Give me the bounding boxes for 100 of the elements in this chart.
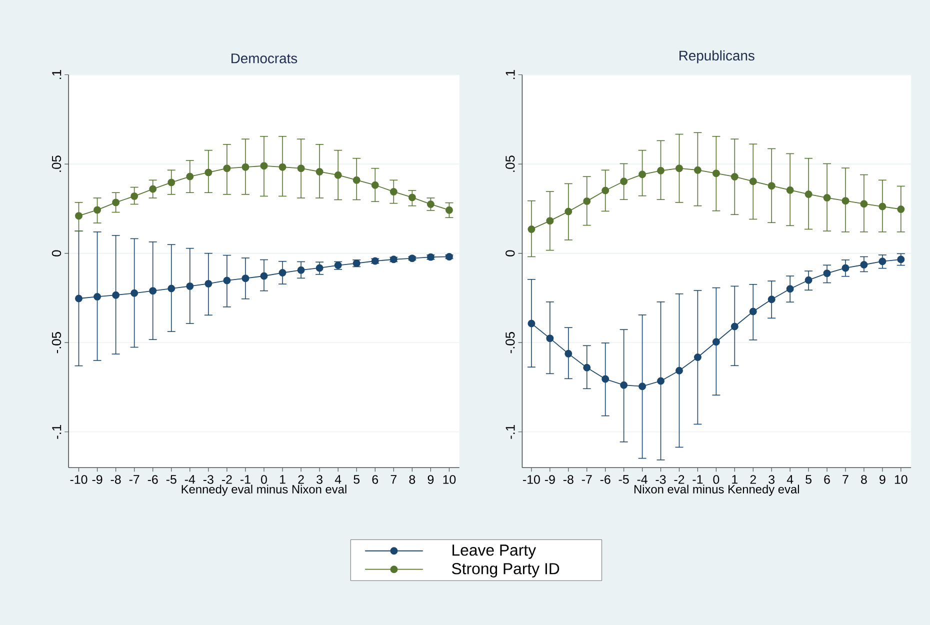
point [528, 320, 536, 328]
x-tick-label: -4 [184, 475, 196, 484]
point [168, 178, 176, 186]
x-tick-label: 6 [824, 475, 830, 484]
x-tick-label: 1 [280, 475, 286, 484]
point [408, 254, 416, 262]
x-tick-label: -5 [166, 475, 176, 484]
point [242, 274, 250, 282]
point [390, 188, 398, 196]
point [897, 256, 905, 264]
x-tick-label: -8 [110, 475, 121, 484]
x-axis-title: Nixon eval minus Kennedy eval [634, 484, 799, 496]
point [564, 350, 572, 358]
y-tick-label: -.1 [506, 424, 515, 439]
point [75, 212, 82, 220]
point [426, 200, 434, 208]
point [676, 164, 683, 172]
point [445, 206, 453, 214]
x-tick-label: -6 [600, 475, 610, 484]
point [278, 268, 286, 276]
y-tick-label: 0 [506, 250, 515, 256]
point [371, 181, 379, 189]
point [638, 382, 646, 390]
x-tick-label: 2 [750, 475, 756, 484]
point [804, 190, 812, 198]
point [749, 308, 757, 316]
x-tick-label: -10 [70, 475, 88, 484]
legend-label: Strong Party ID [452, 562, 560, 578]
x-tick-label: 3 [768, 475, 775, 484]
y-tick-label: -.05 [506, 332, 515, 354]
point [168, 284, 176, 292]
point [204, 280, 212, 288]
point [149, 287, 157, 294]
x-tick-label: -5 [618, 475, 629, 484]
y-tick-label: .1 [52, 70, 62, 79]
point [546, 217, 554, 224]
point [712, 338, 720, 346]
x-tick-label: -3 [203, 475, 214, 484]
x-tick-label: 5 [354, 475, 360, 484]
point [878, 258, 886, 266]
x-tick-label: 7 [390, 475, 396, 484]
point [583, 364, 591, 372]
x-tick-label: 10 [443, 475, 456, 484]
point [786, 285, 794, 293]
point [297, 164, 305, 172]
x-tick-label: -9 [92, 475, 102, 484]
point [316, 168, 324, 176]
point [842, 197, 850, 204]
point [620, 381, 628, 389]
point [583, 197, 591, 205]
point [242, 163, 250, 171]
x-tick-label: -4 [637, 475, 648, 484]
x-tick-label: -6 [148, 475, 158, 484]
point [602, 375, 610, 383]
point [94, 292, 102, 300]
x-tick-label: 9 [880, 475, 886, 484]
x-tick-label: 2 [298, 475, 304, 484]
x-axis-title: Kennedy eval minus Nixon eval [182, 484, 346, 496]
x-tick-label: 4 [786, 475, 794, 484]
point [786, 186, 794, 194]
x-tick-label: -2 [222, 475, 232, 484]
point [694, 166, 702, 174]
x-tick-label: -1 [692, 475, 703, 484]
point [186, 282, 194, 290]
point [75, 294, 82, 302]
point [823, 194, 831, 202]
x-tick-label: 5 [806, 475, 812, 484]
point [546, 334, 554, 342]
point [823, 270, 831, 277]
point [408, 194, 416, 202]
x-tick-label: 9 [428, 475, 434, 484]
point [768, 182, 776, 190]
x-tick-label: 0 [261, 475, 267, 484]
point [749, 178, 757, 186]
point [768, 296, 776, 304]
point [657, 166, 665, 174]
y-tick-label: 0 [52, 250, 62, 256]
x-tick-label: 1 [732, 475, 738, 484]
point [334, 171, 342, 179]
point [878, 202, 886, 210]
point [897, 205, 905, 213]
point [186, 172, 194, 180]
point [638, 170, 646, 178]
chart-title: Republicans [680, 50, 754, 64]
point [804, 276, 812, 284]
point [260, 162, 268, 170]
point [149, 185, 157, 193]
point [860, 200, 868, 208]
point [842, 264, 850, 272]
point [657, 377, 665, 385]
point [223, 276, 231, 284]
point [316, 264, 324, 272]
x-tick-label: 10 [894, 475, 908, 484]
point [564, 208, 572, 216]
x-tick-label: -8 [563, 475, 574, 484]
x-tick-label: -7 [129, 475, 140, 484]
x-tick-label: 8 [409, 475, 416, 484]
x-tick-label: -3 [656, 475, 666, 484]
point [620, 178, 628, 186]
x-tick-label: -1 [240, 475, 250, 484]
